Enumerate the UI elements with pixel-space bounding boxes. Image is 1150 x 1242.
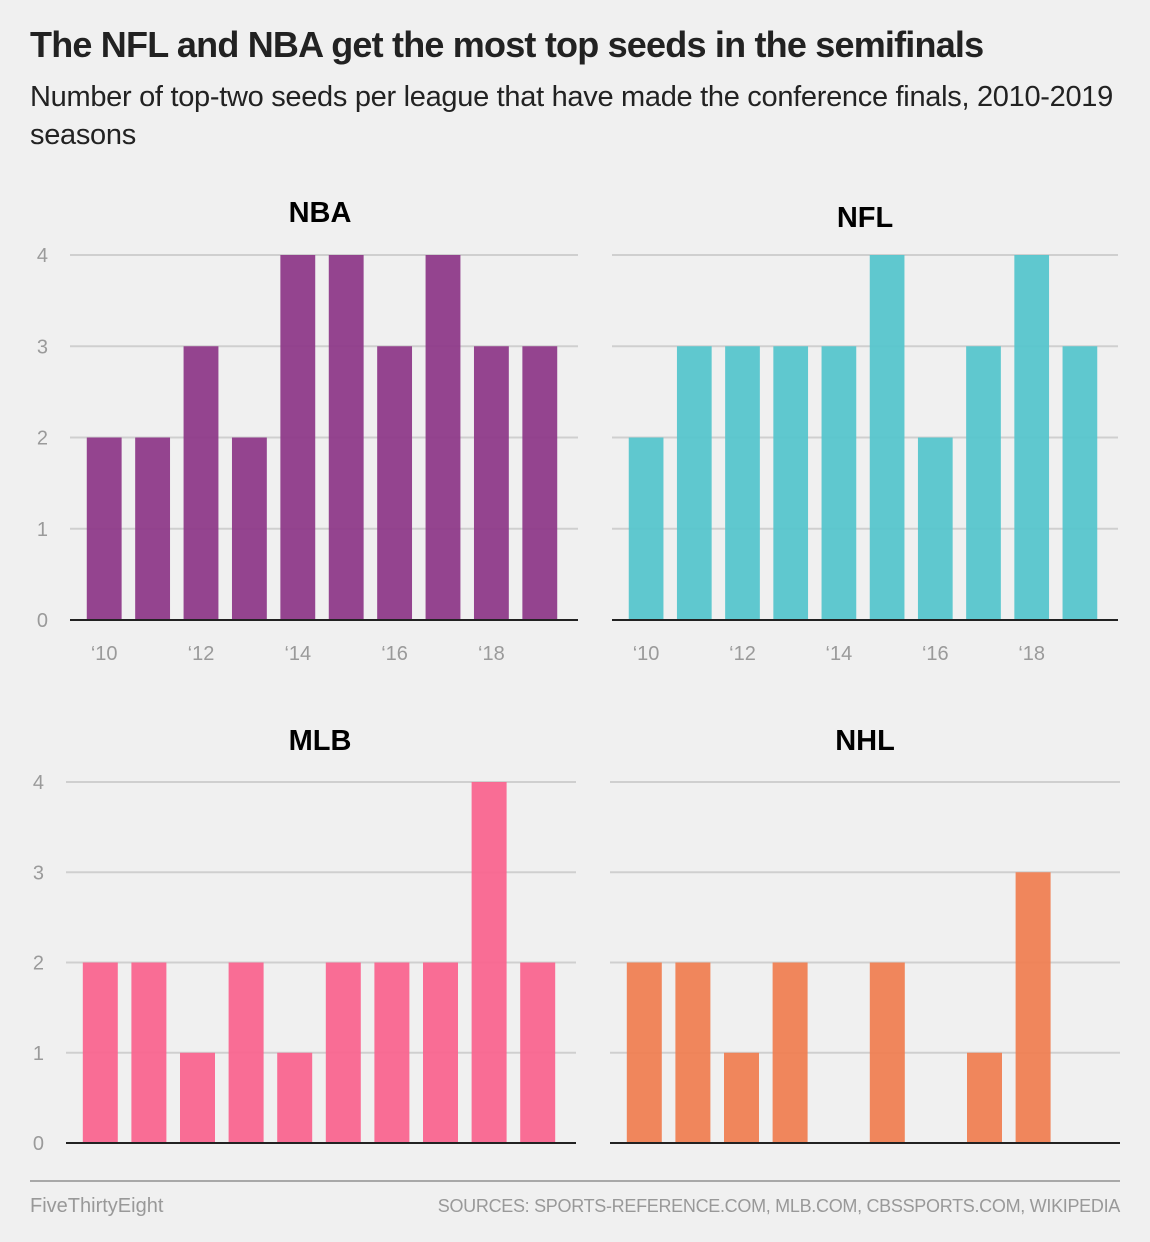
x-tick-label: ‘14 <box>826 643 853 665</box>
footer-brand: FiveThirtyEight <box>30 1195 164 1217</box>
bar-nba-2018 <box>473 346 509 620</box>
y-tick-label: 1 <box>33 1043 44 1065</box>
bar-nhl-2017 <box>967 1052 1002 1143</box>
bar-nhl-2018 <box>1015 872 1051 1143</box>
bar-mlb-2018 <box>471 782 507 1143</box>
bar-nba-2019 <box>522 346 558 620</box>
bar-mlb-2013 <box>228 962 264 1143</box>
chart-subtitle: Number of top-two seeds per league that … <box>30 81 1113 151</box>
y-tick-label: 0 <box>33 1133 44 1155</box>
panel-title-mlb: MLB <box>289 725 352 757</box>
bar-nba-2017 <box>425 255 461 620</box>
bar-nba-2014 <box>280 255 316 620</box>
bar-mlb-2017 <box>423 962 458 1143</box>
panel-mlb: MLB 0 1 2 3 4 <box>33 725 576 1155</box>
bar-nfl-2012 <box>725 346 760 620</box>
bar-nfl-2018 <box>1014 255 1050 620</box>
x-tick-label: ‘14 <box>284 643 311 665</box>
bar-nfl-2014 <box>821 346 857 620</box>
footer-divider <box>30 1180 1120 1182</box>
bar-nba-2011 <box>135 437 171 620</box>
panel-nhl: NHL <box>610 725 1120 1144</box>
x-tick-label: ‘18 <box>478 643 505 665</box>
bar-nba-2015 <box>328 255 364 620</box>
bar-nfl-2017 <box>966 346 1001 620</box>
panel-title-nba: NBA <box>289 197 352 229</box>
y-tick-label: 4 <box>37 245 48 267</box>
bar-nfl-2015 <box>869 255 905 620</box>
bar-nhl-2010 <box>626 962 662 1143</box>
bar-mlb-2012 <box>180 1052 215 1143</box>
panel-nfl: NFL ‘10 ‘12 ‘14 ‘16 ‘18 <box>612 202 1118 665</box>
bar-mlb-2011 <box>131 962 167 1143</box>
bar-mlb-2010 <box>82 962 118 1143</box>
bar-mlb-2016 <box>374 962 410 1143</box>
y-tick-label: 0 <box>37 610 48 632</box>
bar-nba-2012 <box>183 346 219 620</box>
y-tick-label: 3 <box>37 336 48 358</box>
bar-mlb-2019 <box>520 962 556 1143</box>
bar-nba-2016 <box>377 346 413 620</box>
x-tick-label: ‘12 <box>188 643 215 665</box>
x-tick-label: ‘12 <box>729 643 756 665</box>
x-tick-label: ‘16 <box>381 643 408 665</box>
y-tick-label: 2 <box>33 953 44 975</box>
panel-title-nhl: NHL <box>835 725 895 757</box>
bar-nfl-2019 <box>1062 346 1098 620</box>
bar-mlb-2015 <box>325 962 361 1143</box>
x-tick-label: ‘18 <box>1018 643 1045 665</box>
y-tick-label: 2 <box>37 428 48 450</box>
panel-title-nfl: NFL <box>837 202 893 234</box>
y-tick-label: 4 <box>33 772 44 794</box>
bar-nba-2010 <box>86 437 122 620</box>
bar-nfl-2016 <box>917 437 953 620</box>
bar-nhl-2011 <box>675 962 711 1143</box>
chart-title: The NFL and NBA get the most top seeds i… <box>30 24 984 65</box>
bar-mlb-2014 <box>277 1052 313 1143</box>
bar-nfl-2010 <box>628 437 664 620</box>
bar-nba-2013 <box>231 437 267 620</box>
footer-sources: SOURCES: SPORTS-REFERENCE.COM, MLB.COM, … <box>437 1196 1121 1216</box>
x-tick-label: ‘16 <box>922 643 949 665</box>
x-tick-label: ‘10 <box>633 643 660 665</box>
panel-nba: NBA 0 1 2 3 4 ‘10 ‘12 ‘14 ‘16 ‘18 <box>37 197 578 665</box>
bar-nhl-2013 <box>772 962 808 1143</box>
bar-nfl-2011 <box>676 346 712 620</box>
x-tick-label: ‘10 <box>91 643 118 665</box>
y-tick-label: 3 <box>33 862 44 884</box>
y-tick-label: 1 <box>37 519 48 541</box>
bar-nhl-2012 <box>724 1052 759 1143</box>
bar-nhl-2015 <box>869 962 905 1143</box>
bar-nfl-2013 <box>773 346 809 620</box>
